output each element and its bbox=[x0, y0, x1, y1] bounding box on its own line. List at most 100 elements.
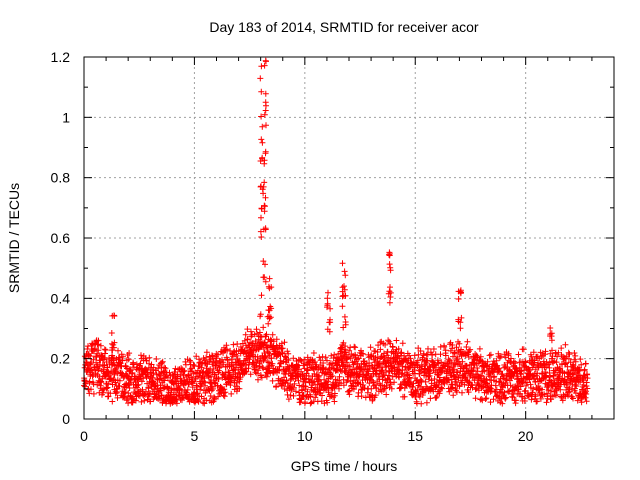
data-point bbox=[253, 370, 260, 377]
data-point bbox=[430, 346, 437, 352]
data-point bbox=[427, 370, 434, 377]
data-point bbox=[261, 157, 268, 164]
data-point bbox=[140, 375, 147, 382]
data-point bbox=[529, 364, 536, 371]
data-point bbox=[456, 372, 463, 379]
data-point bbox=[331, 384, 338, 391]
data-point bbox=[90, 356, 97, 363]
data-point bbox=[324, 357, 330, 364]
data-point bbox=[534, 370, 541, 377]
data-point bbox=[325, 289, 331, 296]
data-point bbox=[274, 367, 281, 373]
data-point bbox=[259, 123, 266, 130]
data-point bbox=[281, 374, 288, 381]
data-point bbox=[291, 380, 298, 387]
data-point bbox=[90, 390, 97, 397]
data-point bbox=[285, 396, 292, 403]
data-point bbox=[263, 102, 269, 109]
data-point bbox=[582, 394, 589, 401]
data-point bbox=[266, 307, 273, 314]
data-point bbox=[285, 350, 292, 357]
data-point bbox=[211, 395, 218, 402]
x-tick-label: 10 bbox=[297, 428, 313, 444]
data-point bbox=[420, 350, 427, 357]
data-point bbox=[203, 365, 210, 372]
data-point bbox=[328, 373, 335, 380]
data-point bbox=[296, 389, 302, 396]
data-point bbox=[342, 272, 349, 279]
data-point bbox=[211, 371, 218, 378]
data-point bbox=[162, 365, 169, 372]
data-point bbox=[257, 75, 264, 82]
data-point bbox=[572, 381, 579, 388]
data-point bbox=[220, 359, 227, 366]
data-point bbox=[543, 373, 550, 380]
data-point bbox=[383, 391, 390, 398]
data-point bbox=[261, 202, 268, 209]
data-point bbox=[458, 314, 465, 321]
data-point bbox=[461, 381, 468, 388]
data-point bbox=[304, 367, 311, 374]
data-point bbox=[262, 148, 269, 155]
data-point bbox=[571, 350, 578, 356]
data-point bbox=[173, 400, 180, 407]
data-point bbox=[258, 88, 265, 95]
data-point bbox=[459, 389, 465, 396]
data-point bbox=[211, 396, 218, 403]
data-point bbox=[102, 350, 108, 357]
data-point bbox=[273, 336, 280, 343]
data-point bbox=[566, 351, 573, 358]
data-point bbox=[565, 349, 572, 356]
data-point bbox=[227, 379, 234, 386]
data-point bbox=[358, 393, 365, 400]
data-point bbox=[418, 377, 425, 384]
data-point bbox=[449, 384, 456, 391]
data-point bbox=[269, 377, 276, 384]
data-point bbox=[123, 397, 130, 404]
y-tick-label: 1 bbox=[62, 109, 70, 125]
data-point bbox=[425, 345, 431, 352]
data-point bbox=[215, 376, 222, 382]
data-point bbox=[86, 352, 92, 359]
data-point bbox=[258, 205, 265, 212]
data-point bbox=[350, 386, 357, 393]
data-point bbox=[453, 389, 460, 395]
data-point bbox=[141, 397, 148, 404]
data-point bbox=[208, 387, 215, 394]
data-point bbox=[525, 392, 532, 399]
data-point bbox=[427, 395, 434, 402]
data-point bbox=[193, 353, 200, 360]
data-point bbox=[463, 363, 470, 369]
data-point bbox=[379, 367, 386, 374]
data-point bbox=[88, 386, 94, 393]
data-point bbox=[302, 399, 309, 406]
data-point bbox=[161, 364, 168, 371]
data-point bbox=[263, 331, 270, 338]
data-point bbox=[307, 393, 314, 400]
data-point bbox=[572, 358, 579, 365]
data-point bbox=[555, 349, 562, 356]
data-point bbox=[521, 395, 528, 402]
data-point bbox=[257, 339, 264, 346]
data-point bbox=[396, 374, 403, 381]
data-point bbox=[142, 365, 149, 372]
data-point bbox=[341, 313, 348, 320]
data-point bbox=[214, 351, 221, 358]
data-point bbox=[267, 314, 274, 321]
data-point bbox=[388, 385, 395, 392]
data-point bbox=[360, 382, 367, 388]
data-point bbox=[105, 380, 112, 387]
data-point bbox=[157, 372, 164, 379]
data-point bbox=[285, 357, 292, 364]
data-point bbox=[122, 389, 129, 395]
data-point bbox=[482, 396, 489, 402]
data-point bbox=[386, 376, 393, 383]
data-point bbox=[322, 354, 329, 361]
data-point bbox=[96, 363, 103, 370]
data-point bbox=[301, 356, 308, 363]
data-point bbox=[262, 354, 269, 361]
data-point bbox=[570, 395, 576, 402]
data-point bbox=[549, 347, 555, 354]
data-point bbox=[502, 395, 509, 402]
data-point bbox=[465, 351, 472, 358]
